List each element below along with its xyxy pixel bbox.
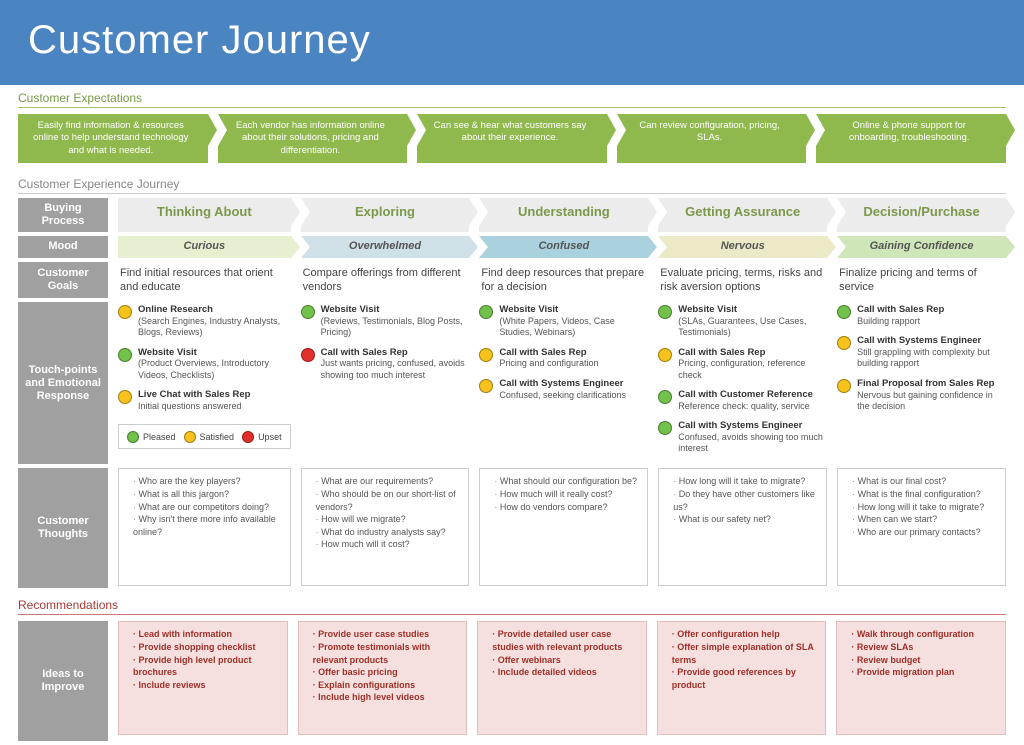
goal-4: Finalize pricing and terms of service xyxy=(837,262,1006,303)
journey-label: Customer Experience Journey xyxy=(0,171,1024,193)
stage-0: Thinking About xyxy=(118,198,291,232)
mood-dot xyxy=(301,305,315,319)
thoughts-0: Who are the key players?What is all this… xyxy=(118,468,291,586)
divider xyxy=(18,614,1006,615)
touchpoint: Call with Customer ReferenceReference ch… xyxy=(658,389,827,412)
touchpoint-text: Call with Customer ReferenceReference ch… xyxy=(678,389,813,412)
touchpoint: Call with Systems EngineerStill grapplin… xyxy=(837,335,1006,369)
mood-4: Gaining Confidence xyxy=(837,236,1006,257)
mood-dot xyxy=(658,305,672,319)
touch-col-4: Call with Sales RepBuilding rapport Call … xyxy=(837,302,1006,468)
mood-dot xyxy=(837,336,851,350)
title-banner: Customer Journey xyxy=(0,0,1024,85)
expectation-box: Online & phone support for onboarding, t… xyxy=(816,114,1006,163)
touchpoint-text: Website Visit(Reviews, Testimonials, Blo… xyxy=(321,304,470,338)
mood-dot xyxy=(118,390,132,404)
touchpoint-text: Website Visit(SLAs, Guarantees, Use Case… xyxy=(678,304,827,338)
mood-dot xyxy=(479,305,493,319)
thoughts-2: What should our configuration be?How muc… xyxy=(479,468,648,586)
touch-col-2: Website Visit(White Papers, Videos, Case… xyxy=(479,302,648,468)
touchpoint: Call with Systems EngineerConfused, avoi… xyxy=(658,420,827,454)
expectation-box: Easily find information & resources onli… xyxy=(18,114,208,163)
goal-2: Find deep resources that prepare for a d… xyxy=(479,262,648,303)
goal-3: Evaluate pricing, terms, risks and risk … xyxy=(658,262,827,303)
touchpoint-text: Call with Systems EngineerStill grapplin… xyxy=(857,335,1006,369)
touchpoint-text: Final Proposal from Sales RepNervous but… xyxy=(857,378,1006,412)
ideas-1: Provide user case studiesPromote testimo… xyxy=(298,621,468,735)
goal-0: Find initial resources that orient and e… xyxy=(118,262,291,303)
mood-3: Nervous xyxy=(658,236,827,257)
touchpoint: Live Chat with Sales RepInitial question… xyxy=(118,389,291,412)
touchpoint: Website Visit(Reviews, Testimonials, Blo… xyxy=(301,304,470,338)
touchpoint: Website Visit(Product Overviews, Introdu… xyxy=(118,347,291,381)
mood-dot xyxy=(837,305,851,319)
touchpoint-text: Live Chat with Sales RepInitial question… xyxy=(138,389,250,412)
expectations-row: Easily find information & resources onli… xyxy=(0,114,1024,171)
touchpoint: Final Proposal from Sales RepNervous but… xyxy=(837,378,1006,412)
touchpoint: Call with Sales RepPricing, configuratio… xyxy=(658,347,827,381)
row-label-thoughts: Customer Thoughts xyxy=(18,468,108,588)
touchpoint-text: Online Research(Search Engines, Industry… xyxy=(138,304,291,338)
goal-1: Compare offerings from different vendors xyxy=(301,262,470,303)
touch-col-1: Website Visit(Reviews, Testimonials, Blo… xyxy=(301,302,470,468)
row-label-goals: Customer Goals xyxy=(18,262,108,299)
touchpoint-text: Call with Sales RepPricing, configuratio… xyxy=(678,347,827,381)
touchpoint: Call with Sales RepPricing and configura… xyxy=(479,347,648,370)
divider xyxy=(18,107,1006,108)
mood-dot xyxy=(658,390,672,404)
ideas-0: Lead with informationProvide shopping ch… xyxy=(118,621,288,735)
touchpoint: Online Research(Search Engines, Industry… xyxy=(118,304,291,338)
mood-2: Confused xyxy=(479,236,648,257)
mood-dot xyxy=(479,348,493,362)
touchpoint: Call with Sales RepJust wants pricing, c… xyxy=(301,347,470,381)
row-label-touch: Touch-points and Emotional Response xyxy=(18,302,108,464)
stage-3: Getting Assurance xyxy=(658,198,827,232)
expectation-box: Each vendor has information online about… xyxy=(218,114,408,163)
journey-grid: Buying Process Thinking About Exploring Und… xyxy=(0,198,1024,592)
touchpoint: Website Visit(White Papers, Videos, Case… xyxy=(479,304,648,338)
touchpoint-text: Call with Sales RepBuilding rapport xyxy=(857,304,944,327)
expectations-label: Customer Expectations xyxy=(0,85,1024,107)
touchpoint: Website Visit(SLAs, Guarantees, Use Case… xyxy=(658,304,827,338)
ideas-4: Walk through configurationReview SLAsRev… xyxy=(836,621,1006,735)
touchpoint-text: Website Visit(Product Overviews, Introdu… xyxy=(138,347,291,381)
divider xyxy=(18,193,1006,194)
mood-dot xyxy=(479,379,493,393)
touchpoint-text: Website Visit(White Papers, Videos, Case… xyxy=(499,304,648,338)
mood-dot xyxy=(837,379,851,393)
mood-0: Curious xyxy=(118,236,291,257)
mood-dot xyxy=(658,348,672,362)
touchpoint: Call with Systems EngineerConfused, seek… xyxy=(479,378,648,401)
touch-col-0: Online Research(Search Engines, Industry… xyxy=(118,302,291,468)
thoughts-3: How long will it take to migrate?Do they… xyxy=(658,468,827,586)
mood-dot xyxy=(658,421,672,435)
stage-1: Exploring xyxy=(301,198,470,232)
mood-1: Overwhelmed xyxy=(301,236,470,257)
row-label-buying: Buying Process xyxy=(18,198,108,232)
thoughts-4: What is our final cost?What is the final… xyxy=(837,468,1006,586)
mood-dot xyxy=(118,348,132,362)
recommendations-label: Recommendations xyxy=(0,592,1024,614)
touchpoint-text: Call with Sales RepPricing and configura… xyxy=(499,347,598,370)
row-label-mood: Mood xyxy=(18,236,108,257)
touchpoint-text: Call with Sales RepJust wants pricing, c… xyxy=(321,347,470,381)
ideas-2: Provide detailed user case studies with … xyxy=(477,621,647,735)
mood-dot xyxy=(301,348,315,362)
stage-4: Decision/Purchase xyxy=(837,198,1006,232)
thoughts-1: What are our requirements?Who should be … xyxy=(301,468,470,586)
expectation-box: Can see & hear what customers say about … xyxy=(417,114,607,163)
legend: PleasedSatisfiedUpset xyxy=(118,424,291,449)
stage-2: Understanding xyxy=(479,198,648,232)
touchpoint: Call with Sales RepBuilding rapport xyxy=(837,304,1006,327)
row-label-ideas: Ideas to Improve xyxy=(18,621,108,741)
expectation-box: Can review configuration, pricing, SLAs. xyxy=(617,114,807,163)
touch-col-3: Website Visit(SLAs, Guarantees, Use Case… xyxy=(658,302,827,468)
page-title: Customer Journey xyxy=(28,18,996,63)
touchpoint-text: Call with Systems EngineerConfused, avoi… xyxy=(678,420,827,454)
touchpoint-text: Call with Systems EngineerConfused, seek… xyxy=(499,378,626,401)
reco-grid: Ideas to ImproveLead with informationPro… xyxy=(0,621,1024,745)
ideas-3: Offer configuration helpOffer simple exp… xyxy=(657,621,827,735)
mood-dot xyxy=(118,305,132,319)
